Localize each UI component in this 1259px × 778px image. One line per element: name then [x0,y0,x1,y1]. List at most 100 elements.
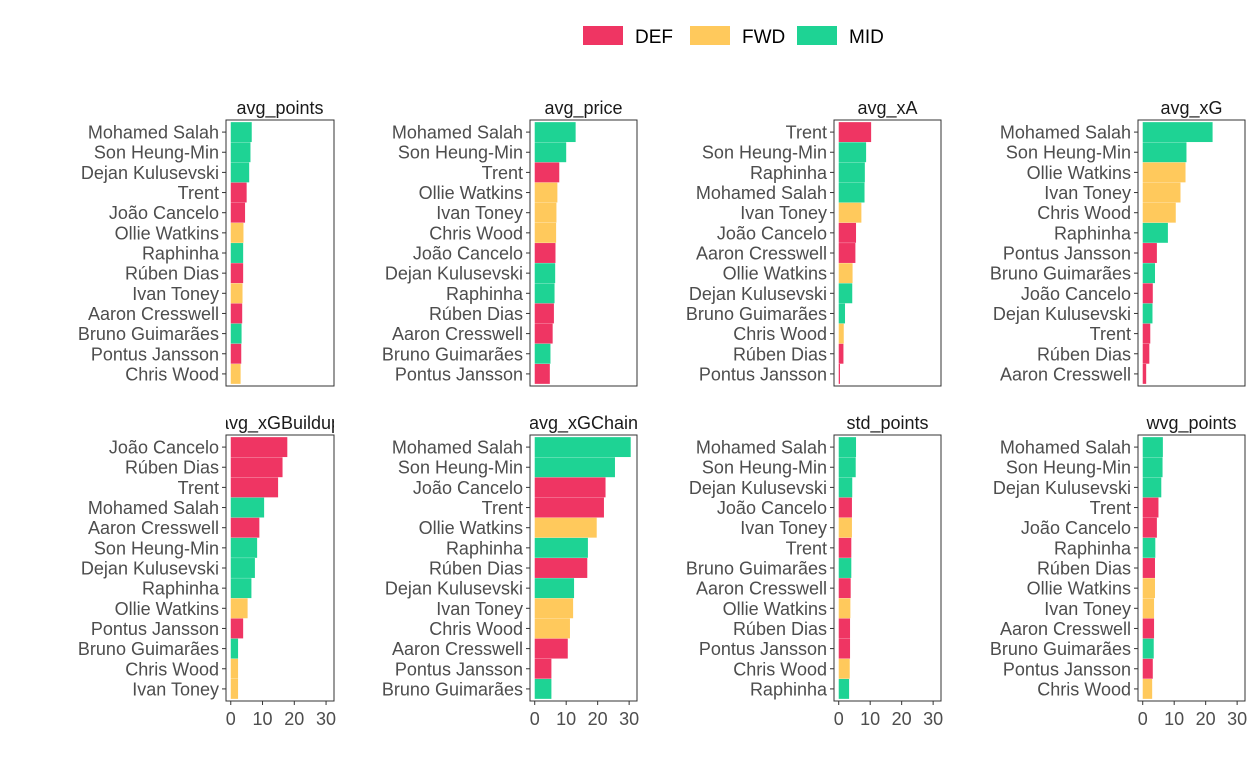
category-label: Chris Wood [1037,679,1131,699]
panel-border [833,434,942,702]
category-label: Trent [1090,498,1131,518]
bar-r-ben-dias [534,303,554,324]
bar-aaron-cresswell [534,323,553,344]
category-label: Bruno Guimarães [686,559,827,579]
bar-mohamed-salah [230,497,265,518]
panel-border [225,434,335,702]
legend-label-mid: MID [849,27,884,48]
category-label: Bruno Guimarães [78,324,219,344]
bar-chris-wood [1142,678,1153,699]
category-label: João Cancelo [413,244,523,264]
category-label: João Cancelo [109,203,219,223]
category-label: Aaron Cresswell [88,304,219,324]
panel-border [529,434,638,702]
category-label: Aaron Cresswell [392,639,523,659]
bar-aaron-cresswell [230,303,243,324]
bar-son-heung-min [1142,457,1163,478]
category-label: Ivan Toney [740,518,827,538]
bar-son-heung-min [1142,142,1187,163]
bar-aaron-cresswell [838,578,851,599]
bar-pontus-jansson [1142,658,1153,679]
category-label: Ollie Watkins [723,264,827,284]
category-label: Ollie Watkins [419,518,523,538]
category-label: João Cancelo [1021,518,1131,538]
bar-pontus-jansson [534,658,552,679]
bar-bruno-guimar-es [838,558,852,578]
category-label: Raphinha [750,163,828,183]
bar-chris-wood [1142,202,1176,223]
category-label: Mohamed Salah [696,438,827,458]
category-label: Ivan Toney [1044,183,1131,203]
category-label: Ollie Watkins [115,223,219,243]
bar-trent [230,182,247,203]
bar-pontus-jansson [230,343,242,364]
bar-bruno-guimar-es [230,638,239,659]
panel-title: avg_xGBuildup [219,413,341,434]
panel-title: avg_xG [1160,98,1222,119]
panel-border [225,119,335,387]
bar-mohamed-salah [838,437,857,458]
category-label: Raphinha [142,244,220,264]
bar-chris-wood [838,323,844,344]
bar-dejan-kulusevski [534,263,556,284]
category-label: Ivan Toney [436,203,523,223]
category-label: Bruno Guimarães [78,639,219,659]
panel-title: avg_xA [857,98,917,119]
x-tick-label: 30 [1227,709,1247,729]
category-label: Chris Wood [125,364,219,384]
legend: DEF FWD MID [583,26,884,48]
category-label: Bruno Guimarães [990,264,1131,284]
category-label: Raphinha [142,579,220,599]
bar-trent [838,122,872,143]
bar-jo-o-cancelo [1142,283,1153,304]
x-tick-label: 10 [253,709,273,729]
category-label: Pontus Jansson [395,659,523,679]
bar-ollie-watkins [838,263,853,284]
category-label: Bruno Guimarães [382,344,523,364]
x-tick-label: 10 [556,709,576,729]
x-tick-label: 30 [923,709,943,729]
bar-dejan-kulusevski [230,162,250,183]
bar-ollie-watkins [1142,162,1186,183]
category-label: Mohamed Salah [88,498,219,518]
category-label: Ivan Toney [132,679,219,699]
bar-aaron-cresswell [1142,618,1155,639]
panel-border [1137,119,1246,387]
x-tick-label: 20 [588,709,608,729]
bar-jo-o-cancelo [534,477,606,498]
bar-ivan-toney [230,678,239,699]
bar-pontus-jansson [1142,243,1157,263]
panel-title: std_points [846,413,928,434]
bar-pontus-jansson [534,363,550,384]
category-label: Mohamed Salah [392,438,523,458]
bar-pontus-jansson [230,618,244,639]
x-tick-label: 20 [892,709,912,729]
x-tick-label: 0 [834,709,844,729]
bar-ollie-watkins [230,598,248,619]
panel-title: avg_xGChain [529,413,638,434]
bar-mohamed-salah [230,122,252,143]
bar-raphinha [838,678,850,699]
category-label: Bruno Guimarães [686,304,827,324]
category-label: Trent [482,163,523,183]
x-tick-label: 0 [1138,709,1148,729]
category-label: Ollie Watkins [1027,163,1131,183]
category-label: Dejan Kulusevski [993,304,1131,324]
category-label: Ivan Toney [436,599,523,619]
bar-ivan-toney [534,598,574,619]
bar-son-heung-min [534,142,567,163]
bar-bruno-guimar-es [838,303,846,324]
x-tick-label: 10 [860,709,880,729]
category-label: Pontus Jansson [699,364,827,384]
category-label: João Cancelo [109,438,219,458]
bar-raphinha [1142,222,1168,243]
category-label: Rúben Dias [125,264,219,284]
bar-pontus-jansson [838,363,840,384]
category-label: Mohamed Salah [1000,123,1131,143]
category-label: Dejan Kulusevski [993,478,1131,498]
